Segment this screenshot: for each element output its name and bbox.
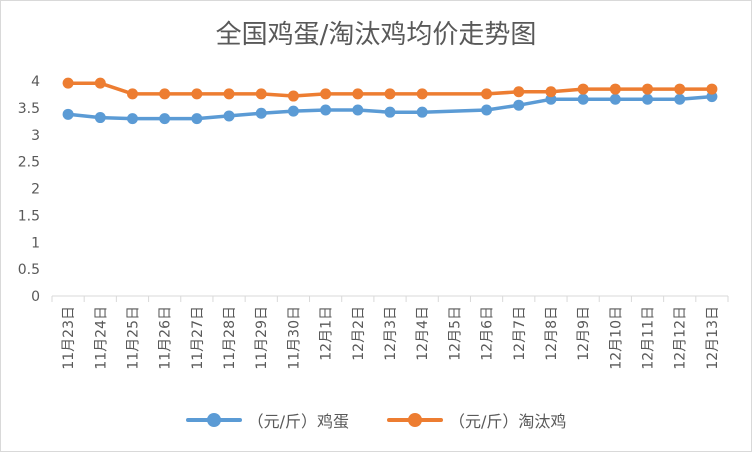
legend-item-culled-hen: （元/斤）淘汰鸡 bbox=[387, 408, 566, 432]
x-tick-label: 11月29日 bbox=[254, 306, 270, 370]
data-point bbox=[674, 83, 686, 95]
x-tick-label: 11月23日 bbox=[61, 306, 77, 370]
chart-legend: （元/斤）鸡蛋 （元/斤）淘汰鸡 bbox=[0, 408, 752, 432]
data-point bbox=[577, 93, 589, 105]
y-tick-label: 2.5 bbox=[18, 155, 40, 171]
data-point bbox=[513, 99, 525, 111]
x-tick-label: 12月5日 bbox=[447, 306, 463, 361]
data-point bbox=[609, 83, 621, 95]
data-point bbox=[320, 104, 332, 116]
x-tick-label: 11月25日 bbox=[125, 306, 141, 370]
x-tick-label: 12月13日 bbox=[705, 306, 721, 370]
y-tick-label: 1 bbox=[31, 235, 40, 251]
y-tick-label: 0 bbox=[31, 289, 40, 305]
data-point bbox=[352, 104, 364, 116]
x-tick-label: 12月11日 bbox=[641, 306, 657, 370]
x-tick-label: 12月8日 bbox=[544, 306, 560, 361]
y-tick-label: 2 bbox=[31, 182, 40, 198]
data-point bbox=[255, 88, 267, 100]
data-point bbox=[94, 77, 106, 89]
data-point bbox=[577, 83, 589, 95]
data-point bbox=[416, 106, 428, 118]
data-point bbox=[481, 104, 493, 116]
data-point bbox=[287, 90, 299, 102]
x-tick-label: 12月6日 bbox=[480, 306, 496, 361]
legend-swatch-egg bbox=[185, 413, 242, 427]
data-point bbox=[513, 86, 525, 98]
legend-label-egg: （元/斤）鸡蛋 bbox=[247, 412, 349, 431]
data-point bbox=[62, 108, 74, 120]
y-tick-label: 3.5 bbox=[18, 101, 40, 117]
data-point bbox=[545, 93, 557, 105]
x-tick-label: 11月24日 bbox=[93, 306, 109, 370]
x-tick-label: 12月3日 bbox=[383, 306, 399, 361]
data-point bbox=[545, 86, 557, 98]
data-point bbox=[642, 83, 654, 95]
x-tick-label: 12月4日 bbox=[415, 306, 431, 361]
data-point bbox=[384, 88, 396, 100]
legend-item-egg: （元/斤）鸡蛋 bbox=[185, 408, 349, 432]
x-tick-label: 12月9日 bbox=[576, 306, 592, 361]
data-point bbox=[642, 93, 654, 105]
y-tick-label: 3 bbox=[31, 128, 40, 144]
data-point bbox=[191, 113, 203, 125]
x-tick-label: 12月1日 bbox=[319, 306, 335, 361]
y-tick-label: 1.5 bbox=[18, 208, 40, 224]
x-tick-label: 12月12日 bbox=[673, 306, 689, 370]
data-point bbox=[706, 83, 718, 95]
y-tick-label: 4 bbox=[31, 74, 40, 90]
x-tick-label: 11月26日 bbox=[158, 306, 174, 370]
chart-title: 全国鸡蛋/淘汰鸡均价走势图 bbox=[215, 20, 537, 50]
data-point bbox=[223, 110, 235, 122]
data-point bbox=[126, 88, 138, 100]
data-point bbox=[94, 112, 106, 124]
data-point bbox=[159, 88, 171, 100]
x-tick-label: 12月10日 bbox=[608, 306, 624, 370]
data-point bbox=[674, 93, 686, 105]
data-point bbox=[191, 88, 203, 100]
legend-label-culled-hen: （元/斤）淘汰鸡 bbox=[449, 412, 567, 431]
y-tick-label: 0.5 bbox=[18, 262, 40, 278]
data-point bbox=[481, 88, 493, 100]
data-point bbox=[384, 106, 396, 118]
data-point bbox=[706, 91, 718, 103]
data-point bbox=[126, 113, 138, 125]
data-point bbox=[416, 88, 428, 100]
x-tick-label: 11月27日 bbox=[190, 306, 206, 370]
data-point bbox=[223, 88, 235, 100]
data-point bbox=[352, 88, 364, 100]
data-point bbox=[609, 93, 621, 105]
x-tick-label: 11月30日 bbox=[286, 306, 302, 370]
data-point bbox=[320, 88, 332, 100]
data-point bbox=[287, 105, 299, 117]
legend-swatch-culled-hen bbox=[387, 413, 443, 427]
data-point bbox=[62, 77, 74, 89]
x-tick-label: 11月28日 bbox=[222, 306, 238, 370]
data-point bbox=[159, 113, 171, 125]
x-tick-label: 12月7日 bbox=[512, 306, 528, 361]
x-tick-label: 12月2日 bbox=[351, 306, 367, 361]
data-point bbox=[255, 107, 267, 119]
